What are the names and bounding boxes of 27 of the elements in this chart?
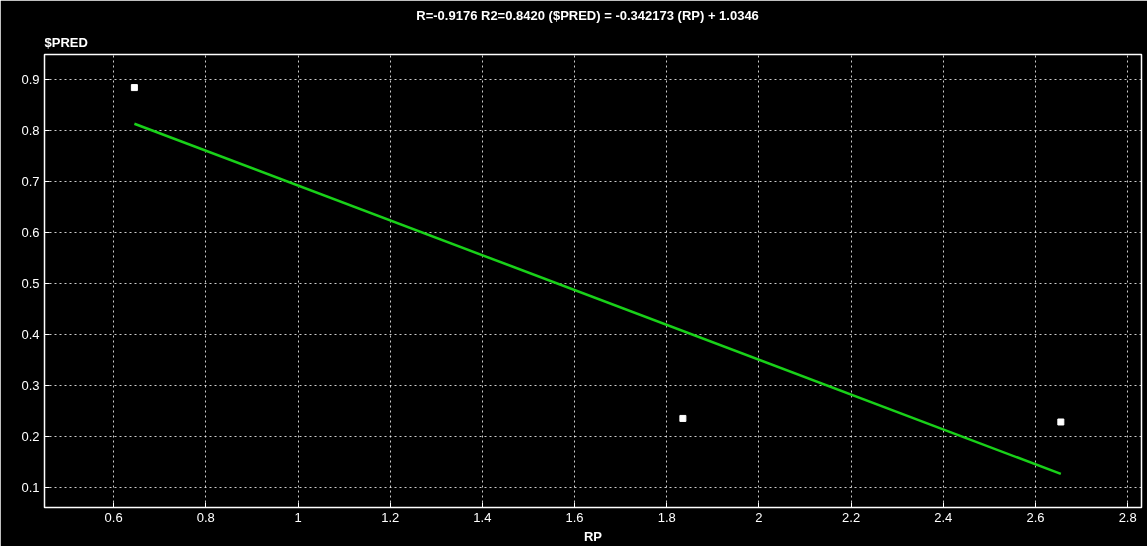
point	[1057, 418, 1065, 426]
point	[130, 84, 138, 92]
y-tick-label: 0.9	[21, 72, 40, 88]
x-tick-label: 2.6	[1026, 509, 1045, 525]
y-tick-label: 0.2	[21, 428, 40, 444]
chart-title: R=-0.9176 R2=0.8420 ($PRED) = -0.342173 (RP) + 1.0346	[416, 7, 759, 23]
x-tick-label: 2.2	[842, 509, 861, 525]
x-tick-label: 1	[294, 509, 302, 525]
x-tick-label: 2	[755, 509, 763, 525]
x-tick-label: 2.4	[934, 509, 953, 525]
point	[679, 414, 687, 422]
y-tick-label: 0.6	[21, 225, 40, 241]
y-tick-label: 0.7	[21, 174, 40, 190]
x-tick-label: 0.6	[104, 509, 123, 525]
y-axis-title: $PRED	[44, 34, 88, 50]
x-axis-title: RP	[583, 528, 603, 544]
x-tick-label: 1.4	[473, 509, 492, 525]
x-tick-label: 1.6	[565, 509, 584, 525]
x-tick-label: 1.8	[657, 509, 676, 525]
y-tick-label: 0.4	[21, 326, 40, 342]
y-tick-label: 0.3	[21, 377, 40, 393]
x-tick-label: 0.8	[196, 509, 215, 525]
x-tick-label: 1.2	[381, 509, 400, 525]
x-tick-label: 2.8	[1118, 509, 1137, 525]
y-tick-label: 0.5	[21, 276, 40, 292]
y-tick-label: 0.1	[21, 479, 40, 495]
y-tick-label: 0.8	[21, 123, 40, 139]
